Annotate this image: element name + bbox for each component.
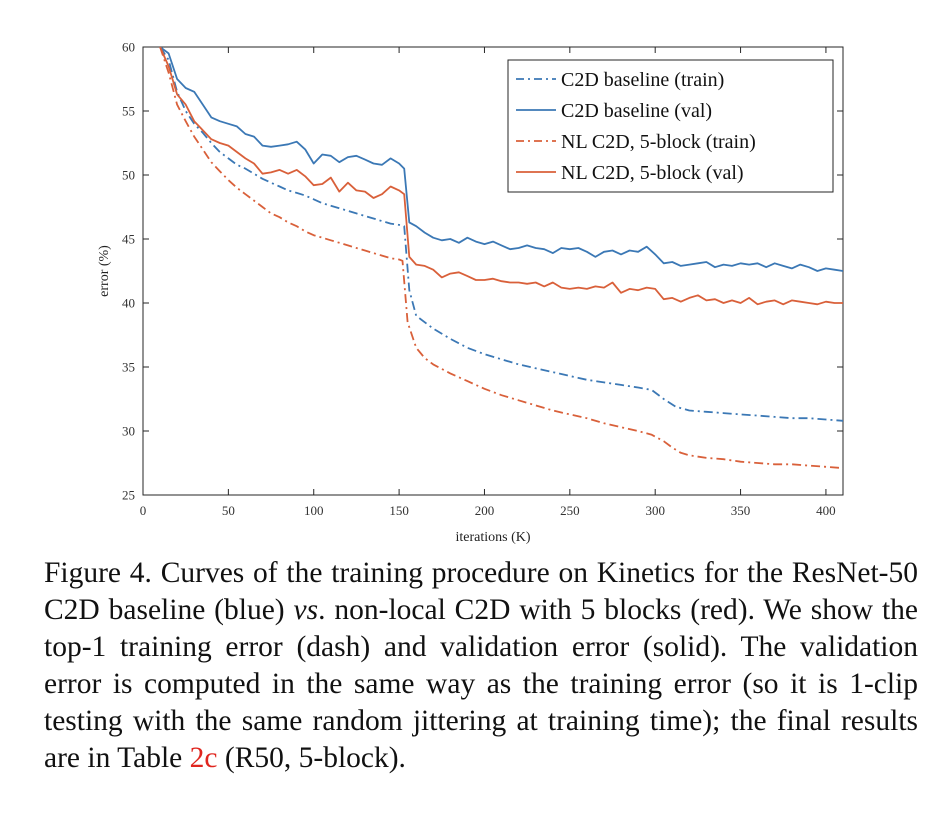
series-layer <box>159 47 843 469</box>
caption-italic-vs: vs <box>293 594 319 626</box>
x-tick-label: 400 <box>816 503 836 518</box>
x-tick-label: 50 <box>222 503 235 518</box>
series-line-2 <box>159 47 843 469</box>
x-tick-label: 350 <box>731 503 751 518</box>
caption-line: at training time); the final results are… <box>44 705 919 774</box>
legend-box <box>507 59 834 193</box>
caption-line: ResNet-50 C2D baseline (blue) <box>44 557 918 626</box>
x-tick-label: 0 <box>140 503 147 518</box>
x-tick-label: 100 <box>304 503 324 518</box>
figure-caption: Figure 4. Curves of the training procedu… <box>44 555 918 777</box>
caption-line: . non-local C2D with 5 blocks <box>318 594 682 626</box>
y-tick-label: 35 <box>122 360 135 375</box>
table-reference-link[interactable]: 2c <box>189 742 218 774</box>
plot-axes: 0 50 100 150 200 250 300 350 400 25 30 35 40 45 50 55 60 <box>122 40 844 518</box>
legend-label: NL C2D, 5-block (train) <box>561 131 756 153</box>
y-tick-label: 25 <box>122 488 135 503</box>
y-tick-label: 40 <box>122 296 135 311</box>
legend-label: C2D baseline (train) <box>561 69 724 91</box>
y-tick-label: 45 <box>122 232 135 247</box>
caption-line: (solid). The validation error is compute… <box>44 631 918 700</box>
caption-line: (red). We show the top-1 training error … <box>44 594 919 663</box>
y-tick-label: 60 <box>122 40 135 55</box>
x-tick-label: 250 <box>560 503 580 518</box>
legend: C2D baseline (train) C2D baseline (val) NL… <box>507 59 834 193</box>
y-tick-label: 50 <box>122 168 135 183</box>
caption-line: (R50, 5-block). <box>217 742 406 774</box>
x-tick-label: 150 <box>389 503 409 518</box>
caption-line: Figure 4. Curves of the training procedu… <box>44 557 784 589</box>
caption-line: training error (so it is 1-clip testing … <box>44 668 918 737</box>
x-tick-label: 200 <box>475 503 495 518</box>
legend-label: NL C2D, 5-block (val) <box>561 162 744 184</box>
y-tick-label: 55 <box>122 104 135 119</box>
x-tick-label: 300 <box>645 503 665 518</box>
x-axis-label: iterations (K) <box>455 530 530 545</box>
y-axis-label: error (%) <box>97 245 112 297</box>
series-line-1 <box>159 47 843 272</box>
training-curves-chart: 0 50 100 150 200 250 300 350 400 25 30 35 40 45 50 55 60… <box>97 40 844 545</box>
series-line-3 <box>159 47 843 306</box>
y-tick-label: 30 <box>122 424 135 439</box>
legend-label: C2D baseline (val) <box>561 100 712 122</box>
